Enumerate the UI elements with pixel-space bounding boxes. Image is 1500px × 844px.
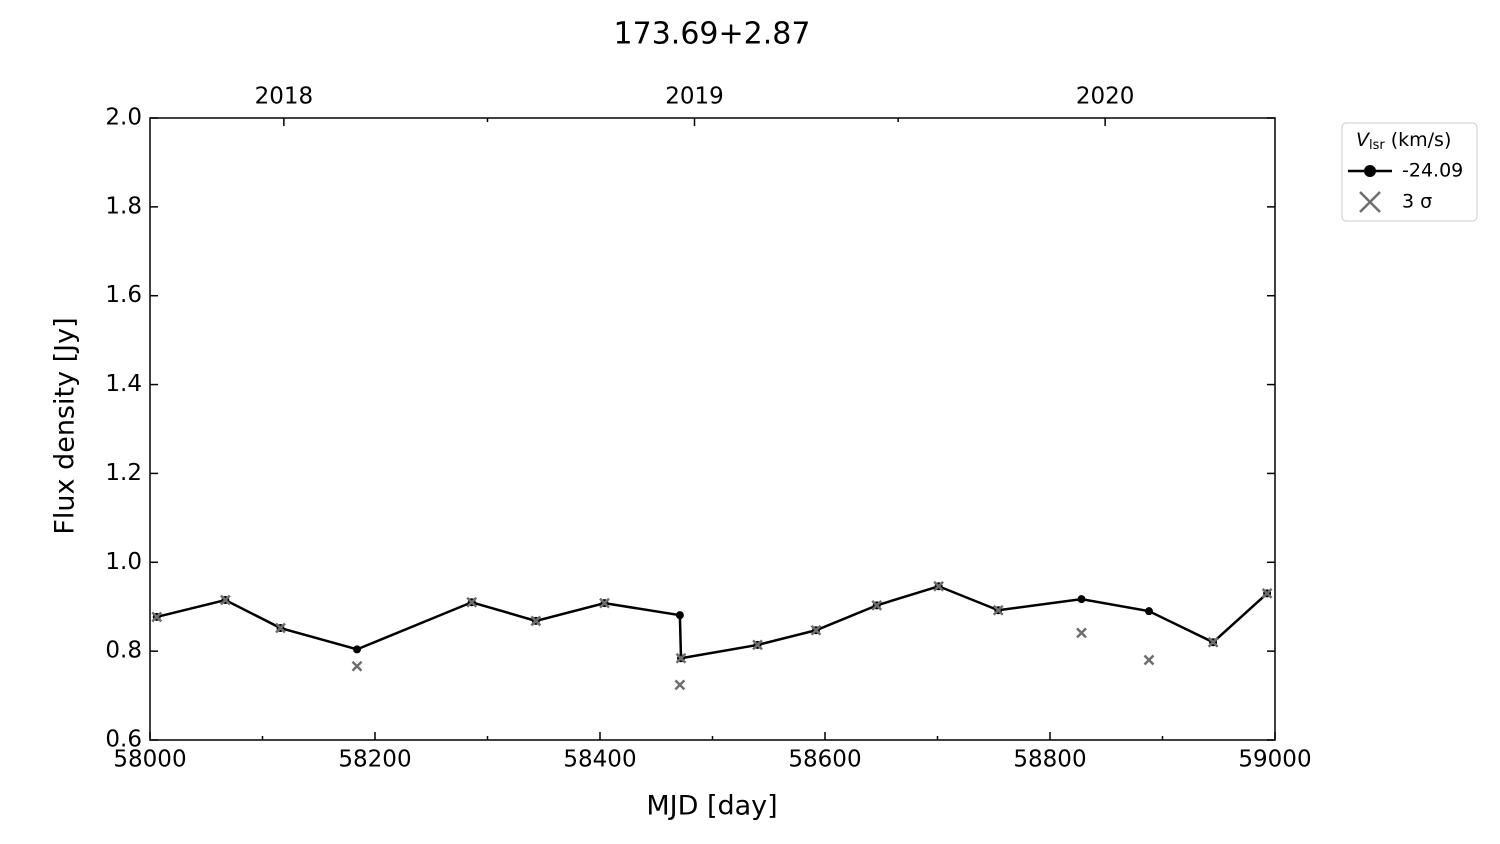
x-tick-label: 58200 xyxy=(338,747,411,773)
sigma-marker xyxy=(275,622,286,634)
legend-marker xyxy=(1364,165,1376,177)
x-tick-label: 58000 xyxy=(113,747,186,773)
y-tick-label: 1.0 xyxy=(105,549,142,575)
legend-title-symbol: V xyxy=(1356,129,1371,151)
x2-tick-label: 2018 xyxy=(255,84,314,110)
data-point xyxy=(1077,595,1086,604)
y-tick-label: 1.6 xyxy=(105,282,142,308)
sigma-marker xyxy=(871,599,883,611)
sigma-marker xyxy=(933,580,945,592)
sigma-marker xyxy=(1076,627,1087,639)
data-point xyxy=(1145,607,1153,616)
y-axis-label: Flux density [Jy] xyxy=(50,317,81,534)
legend-label: 3 σ xyxy=(1402,191,1432,213)
sigma-marker xyxy=(752,639,763,651)
legend-label: -24.09 xyxy=(1402,160,1463,182)
sigma-marker xyxy=(219,594,231,606)
sigma-marker xyxy=(466,596,478,608)
sigma-marker xyxy=(351,660,363,672)
x-tick-label: 59000 xyxy=(1238,747,1311,773)
data-point xyxy=(675,611,684,620)
x-tick-label: 58600 xyxy=(788,747,861,773)
y-tick-label: 0.6 xyxy=(105,727,142,753)
sigma-marker xyxy=(530,615,542,627)
chart-title: 173.69+2.87 xyxy=(614,17,811,52)
sigma-marker xyxy=(675,652,687,664)
sigma-marker xyxy=(674,679,686,691)
legend-marker xyxy=(1359,191,1381,213)
y-tick-label: 2.0 xyxy=(105,105,142,131)
sigma-marker xyxy=(1143,654,1155,666)
sigma-marker xyxy=(1261,588,1273,599)
legend-title: Vlsr (km/s) xyxy=(1356,129,1451,153)
data-point xyxy=(353,645,361,654)
y-tick-label: 1.2 xyxy=(105,460,142,486)
x-tick-label: 58400 xyxy=(563,747,636,773)
y-tick-label: 1.8 xyxy=(105,193,142,219)
sigma-marker xyxy=(151,611,163,623)
y-tick-label: 0.8 xyxy=(105,638,142,664)
legend-title-unit: (km/s) xyxy=(1391,129,1452,151)
sigma-marker xyxy=(599,597,610,609)
x2-tick-label: 2019 xyxy=(665,84,724,110)
y-tick-label: 1.4 xyxy=(105,371,142,397)
sigma-marker xyxy=(810,624,822,636)
legend-title-subscript: lsr xyxy=(1369,138,1385,153)
x-axis-label: MJD [day] xyxy=(646,791,777,822)
sigma-marker xyxy=(992,604,1004,616)
x-tick-label: 58800 xyxy=(1013,747,1086,773)
sigma-marker xyxy=(1207,636,1219,648)
series-line xyxy=(156,584,1268,660)
x2-tick-label: 2020 xyxy=(1076,84,1135,110)
plot-frame xyxy=(149,117,1276,741)
